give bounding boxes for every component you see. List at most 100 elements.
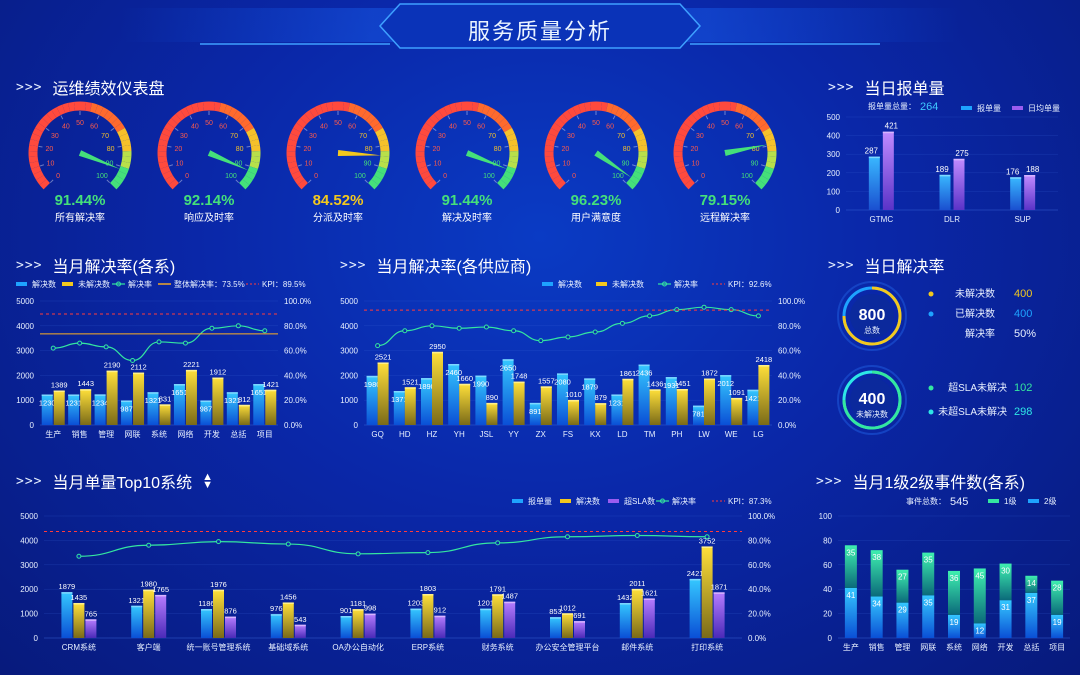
bar-cap — [513, 381, 525, 384]
gauge-tick — [483, 115, 487, 120]
data-label: 1879 — [581, 382, 598, 391]
bar-cap — [185, 369, 197, 372]
x-tick-label: GQ — [371, 430, 383, 439]
data-label: 35 — [924, 598, 933, 607]
data-label: 1231 — [65, 398, 82, 407]
bar-cap — [226, 392, 238, 394]
data-label: 1010 — [565, 390, 582, 399]
gauge-tick-label: 30 — [180, 133, 188, 140]
gauge-arc-segment — [415, 144, 426, 152]
data-label: 1912 — [210, 368, 227, 377]
bar — [185, 369, 197, 425]
bar-cap — [562, 613, 573, 615]
x-tick-label: 网联 — [920, 643, 936, 652]
y-tick-label: 200 — [827, 169, 841, 178]
rate-point — [285, 541, 291, 547]
sla-label: 未超SLA未解决 — [938, 405, 1007, 418]
bar-level2 — [844, 587, 857, 638]
bar — [212, 377, 224, 425]
data-label: 1231 — [609, 398, 626, 407]
bar — [568, 399, 579, 425]
sort-updown-icon[interactable]: ▲ ▼ — [202, 471, 213, 491]
gauge-tick-label: 40 — [191, 123, 199, 130]
gauge-tick — [117, 145, 122, 148]
gauge-needle — [594, 150, 632, 178]
gauge-arc-segment — [175, 110, 186, 121]
gauge-arc-segment — [117, 127, 128, 137]
bar-cap — [747, 389, 759, 392]
y2-tick-label: 0.0% — [778, 421, 796, 430]
gauge-arc-segment — [291, 170, 302, 180]
data-label: 176 — [1006, 167, 1020, 176]
data-label: 287 — [865, 147, 879, 156]
gauge-needle — [337, 150, 381, 156]
gauge-arc-segment — [180, 107, 190, 118]
gauge-arc-segment — [449, 102, 458, 114]
gauge-arc-segment — [506, 133, 517, 142]
x-tick-label: PH — [671, 430, 682, 439]
chevrons-icon: >>> — [16, 473, 43, 489]
rate-point — [50, 345, 56, 351]
gauge-arc-segment — [471, 101, 480, 112]
data-label: 1181 — [350, 599, 366, 608]
gauge-arc-segment — [365, 113, 376, 125]
gauge-tick — [189, 115, 193, 120]
gauge-label: 响应及时率 — [184, 211, 234, 224]
gauge-arc-segment — [637, 144, 648, 152]
legend-swatch — [961, 106, 972, 110]
y2-tick-label: 20.0% — [778, 396, 801, 405]
rate-point — [704, 534, 710, 540]
bar — [173, 384, 185, 425]
gauge-arc-segment — [36, 175, 47, 185]
gauge-arc-segment — [752, 113, 763, 125]
bar — [689, 578, 701, 638]
gauge-arc-segment — [242, 175, 253, 185]
gauge-arc-segment — [56, 104, 66, 116]
y-tick-label: 0 — [836, 206, 841, 215]
data-label: 1748 — [511, 372, 528, 381]
gauge-arc-segment — [503, 170, 514, 180]
gauge-tick — [106, 179, 111, 184]
gauge-tick-label: 60 — [219, 123, 227, 130]
gauge-arc-segment — [304, 110, 315, 121]
gauge-tick — [167, 145, 172, 148]
sla-dot — [928, 385, 934, 391]
gauge-arc-segment — [376, 166, 387, 175]
bar-cap — [953, 158, 965, 161]
gauge-arc-segment — [369, 118, 380, 129]
gauge-tick — [626, 127, 631, 132]
data-label: 1765 — [152, 585, 169, 594]
gauge-arc-segment — [245, 170, 256, 180]
gauge-tick-label: 0 — [314, 173, 318, 180]
rate-point — [146, 542, 152, 548]
gauge-arc-segment — [551, 122, 562, 133]
gauge-arc-segment — [286, 144, 297, 152]
y2-tick-label: 40.0% — [748, 585, 771, 594]
incidents-chart: 0 20 40 60 80 100 生产 41 35 销售 34 38 管理 29 27 网联 35 35 系统 19… — [819, 496, 1070, 652]
gauge-arc-segment — [766, 144, 777, 152]
bar-cap — [550, 617, 561, 619]
gauge-arc-segment — [683, 118, 694, 129]
gauge-tick-label: 30 — [696, 133, 704, 140]
gauge-tick-label: 10 — [692, 161, 700, 168]
bar — [550, 617, 561, 638]
x-tick-label: LD — [617, 430, 627, 439]
bar-cap — [61, 592, 73, 594]
bar — [574, 621, 585, 638]
gauge-arc-segment — [158, 139, 169, 147]
x-tick-label: 网络 — [177, 429, 193, 439]
data-label: 1186 — [198, 599, 214, 608]
gauge-label: 远程解决率 — [700, 211, 750, 224]
x-tick-label: 总括 — [1023, 642, 1039, 652]
bar — [595, 403, 607, 425]
gauge-arc-segment — [755, 179, 766, 190]
gauge-arc-segment — [416, 139, 427, 147]
legend-label: KPI：87.3% — [728, 497, 772, 506]
x-tick-label: 管理 — [98, 429, 114, 439]
rate-point — [355, 551, 361, 557]
gauge-arc-segment — [309, 107, 319, 118]
data-label: 1321 — [224, 396, 241, 405]
y-tick-label: 500 — [827, 113, 841, 122]
gauge-tick-label: 20 — [561, 146, 569, 153]
legend-label: 解决率 — [128, 279, 152, 289]
